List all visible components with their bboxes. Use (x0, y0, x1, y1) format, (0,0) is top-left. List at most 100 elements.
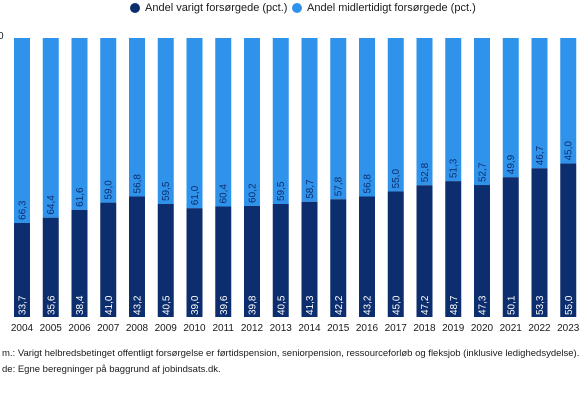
data-label-midlertidigt-2008: 56,8 (133, 174, 144, 194)
bar-midlertidigt-2015[interactable] (330, 38, 347, 200)
bar-midlertidigt-2023[interactable] (560, 38, 577, 164)
data-label-midlertidigt-2010: 61,0 (190, 185, 201, 205)
bar-varigt-2022[interactable] (531, 168, 548, 317)
bar-varigt-2018[interactable] (416, 185, 433, 317)
data-label-varigt-2012: 39,8 (248, 295, 259, 315)
data-label-midlertidigt-2018: 52,8 (420, 162, 431, 182)
bar-midlertidigt-2004[interactable] (14, 38, 30, 223)
data-label-varigt-2010: 39,0 (190, 295, 201, 315)
data-label-varigt-2021: 50,1 (506, 295, 517, 315)
y-axis-tick-label: 0 (0, 31, 4, 42)
data-label-midlertidigt-2014: 58,7 (305, 179, 316, 199)
bar-midlertidigt-2013[interactable] (272, 38, 289, 205)
bar-varigt-2007[interactable] (100, 202, 117, 317)
x-tick-label-2014: 2014 (298, 323, 321, 334)
bar-midlertidigt-2005[interactable] (42, 38, 59, 218)
bar-varigt-2013[interactable] (272, 204, 289, 317)
data-label-varigt-2005: 35,6 (46, 295, 57, 315)
bar-midlertidigt-2020[interactable] (474, 38, 490, 186)
x-tick-label-2013: 2013 (270, 323, 293, 334)
data-label-varigt-2015: 42,2 (334, 295, 345, 315)
data-label-midlertidigt-2015: 57,8 (334, 176, 345, 196)
x-tick-label-2011: 2011 (212, 323, 234, 334)
x-tick-label-2004: 2004 (11, 323, 34, 334)
bar-varigt-2015[interactable] (330, 199, 347, 317)
data-label-varigt-2023: 55,0 (564, 295, 575, 315)
bar-varigt-2009[interactable] (157, 204, 174, 317)
x-tick-label-2016: 2016 (356, 323, 379, 334)
x-tick-label-2010: 2010 (183, 323, 206, 334)
bar-midlertidigt-2021[interactable] (502, 38, 519, 178)
bar-midlertidigt-2006[interactable] (71, 38, 88, 210)
x-tick-label-2019: 2019 (442, 323, 465, 334)
x-tick-label-2006: 2006 (68, 323, 91, 334)
data-label-varigt-2014: 41,3 (305, 295, 316, 315)
data-label-varigt-2022: 53,3 (535, 295, 546, 315)
legend-item-varigt[interactable]: Andel varigt forsørgede (pct.) (130, 2, 287, 14)
data-label-varigt-2020: 47,3 (478, 295, 489, 315)
bar-midlertidigt-2016[interactable] (359, 38, 375, 197)
data-label-midlertidigt-2023: 45,0 (564, 141, 575, 161)
bar-varigt-2023[interactable] (560, 163, 577, 317)
bar-midlertidigt-2011[interactable] (215, 38, 232, 207)
data-label-midlertidigt-2011: 60,4 (219, 184, 230, 204)
bar-midlertidigt-2017[interactable] (387, 38, 404, 192)
x-tick-label-2022: 2022 (528, 323, 551, 334)
data-label-midlertidigt-2004: 66,3 (18, 200, 29, 220)
bar-midlertidigt-2018[interactable] (416, 38, 433, 186)
legend-label-varigt: Andel varigt forsørgede (pct.) (145, 2, 288, 14)
bar-varigt-2011[interactable] (215, 206, 232, 317)
data-label-midlertidigt-2009: 59,5 (161, 181, 172, 201)
bar-midlertidigt-2022[interactable] (531, 38, 548, 169)
bar-varigt-2005[interactable] (42, 217, 59, 317)
bar-varigt-2020[interactable] (474, 185, 490, 317)
data-label-midlertidigt-2006: 61,6 (75, 187, 86, 207)
data-label-midlertidigt-2022: 46,7 (535, 145, 546, 165)
x-axis-ticks: 2004 2005 2006 2007 2008 2009 2010 2011 2012 2013… (11, 323, 580, 334)
footnote-source: de: Egne beregninger på baggrund af jobi… (2, 364, 221, 375)
bar-varigt-2004[interactable] (14, 222, 30, 317)
bar-varigt-2019[interactable] (445, 181, 462, 317)
legend-label-midlertidigt: Andel midlertidigt forsørgede (pct.) (307, 2, 476, 14)
bar-midlertidigt-2019[interactable] (445, 38, 462, 182)
x-tick-label-2021: 2021 (500, 323, 523, 334)
data-label-midlertidigt-2021: 49,9 (506, 154, 517, 174)
x-tick-label-2008: 2008 (126, 323, 149, 334)
x-tick-label-2017: 2017 (385, 323, 408, 334)
bar-varigt-2012[interactable] (244, 205, 260, 317)
data-label-varigt-2007: 41,0 (104, 295, 115, 315)
data-labels-group: 66,3 33,7 64,4 35,6 61,6 38,4 59,0 41,0 56,8 43,2… (18, 141, 575, 315)
bar-midlertidigt-2012[interactable] (244, 38, 260, 206)
footnote-note: m.: Varigt helbredsbetinget offentligt f… (2, 348, 580, 359)
bar-midlertidigt-2007[interactable] (100, 38, 117, 203)
data-label-midlertidigt-2007: 59,0 (104, 180, 115, 200)
bar-varigt-2021[interactable] (502, 177, 519, 317)
legend-item-midlertidigt[interactable]: Andel midlertidigt forsørgede (pct.) (292, 2, 476, 14)
bar-varigt-2017[interactable] (387, 191, 404, 317)
bar-varigt-2016[interactable] (359, 196, 375, 317)
stacked-bar-chart: 66,3 33,7 64,4 35,6 61,6 38,4 59,0 41,0 56,8 43,2… (0, 31, 580, 334)
x-tick-label-2012: 2012 (241, 323, 264, 334)
bar-midlertidigt-2009[interactable] (157, 38, 174, 205)
bar-varigt-2006[interactable] (71, 209, 88, 317)
bar-varigt-2014[interactable] (301, 201, 318, 317)
bar-varigt-2008[interactable] (129, 196, 145, 317)
bar-varigt-2010[interactable] (186, 208, 203, 317)
data-label-varigt-2017: 45,0 (391, 295, 402, 315)
bar-midlertidigt-2008[interactable] (129, 38, 145, 197)
data-label-midlertidigt-2020: 52,7 (478, 162, 489, 182)
x-tick-label-2009: 2009 (155, 323, 178, 334)
bar-midlertidigt-2010[interactable] (186, 38, 203, 209)
legend-marker-midlertidigt (292, 3, 302, 13)
bar-midlertidigt-2014[interactable] (301, 38, 318, 202)
data-label-midlertidigt-2019: 51,3 (449, 158, 460, 178)
x-tick-label-2020: 2020 (471, 323, 494, 334)
data-label-varigt-2011: 39,6 (219, 295, 230, 315)
data-label-varigt-2004: 33,7 (18, 295, 29, 315)
data-label-midlertidigt-2013: 59,5 (276, 181, 287, 201)
data-label-varigt-2009: 40,5 (161, 295, 172, 315)
data-label-midlertidigt-2017: 55,0 (391, 169, 402, 189)
data-label-midlertidigt-2012: 60,2 (248, 183, 259, 203)
data-label-varigt-2018: 47,2 (420, 295, 431, 315)
data-label-midlertidigt-2005: 64,4 (46, 195, 57, 215)
